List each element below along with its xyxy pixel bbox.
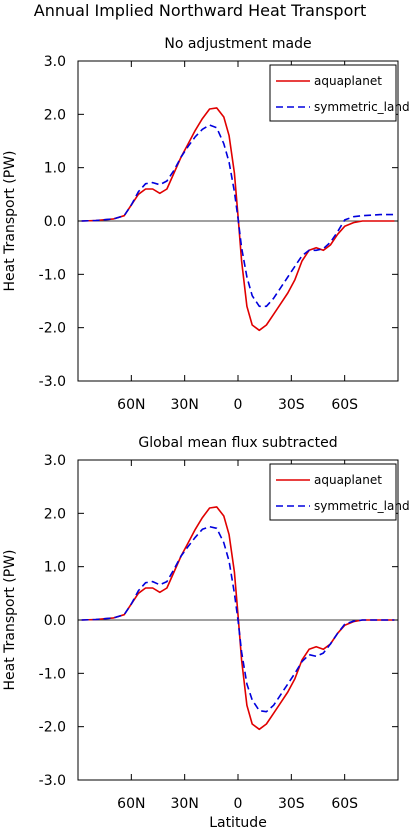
legend-box [269,64,397,122]
x-tick-label: 30S [278,796,305,812]
y-tick-label: -2.0 [39,720,66,736]
y-tick-label: -1.0 [39,666,66,682]
legend-label: aquaplanet [314,473,382,487]
figure-title: Annual Implied Northward Heat Transport [34,1,366,20]
chart-panel-2: Global mean flux subtracted 3.0 2.0 1.0 0.0 -… [2,435,410,830]
x-tick-label: 0 [234,796,243,812]
x-tick-label: 30S [278,397,305,413]
x-axis-label: Latitude [209,815,267,830]
y-tick-label: -1.0 [39,267,66,283]
legend: aquaplanet symmetric_land [269,64,410,122]
legend-label: aquaplanet [314,74,382,88]
series-line-symmetric-land [81,124,395,308]
x-tick-label: 60N [117,796,145,812]
panel-title: Global mean flux subtracted [138,435,337,451]
y-tick-label: -3.0 [39,773,66,789]
series-line-aquaplanet [81,506,395,731]
y-tick-label: 0.0 [44,613,66,629]
legend: aquaplanet symmetric_land [269,463,410,521]
series-line-symmetric-land [81,525,395,713]
legend-label: symmetric_land [314,499,410,513]
x-tick-label: 30N [171,397,199,413]
legend-box [269,463,397,521]
panel-title: No adjustment made [164,36,311,52]
y-tick-label: 0.0 [44,214,66,230]
y-tick-label: -3.0 [39,374,66,390]
y-tick-label: 2.0 [44,107,66,123]
y-tick-label: 3.0 [44,54,66,70]
x-tick-label: 60S [331,796,358,812]
x-tick-label: 60S [331,397,358,413]
y-tick-label: 1.0 [44,161,66,177]
x-tick-label: 60N [117,397,145,413]
x-tick-label: 30N [171,796,199,812]
chart-panel-1: No adjustment made 3.0 2.0 1.0 0.0 -1.0 -2.0 -3… [2,36,410,413]
y-tick-label: 1.0 [44,560,66,576]
panels: No adjustment made 3.0 2.0 1.0 0.0 -1.0 -2.0 -3… [2,36,410,830]
x-tick-label: 0 [234,397,243,413]
y-axis-label: Heat Transport (PW) [2,549,18,690]
y-tick-label: -2.0 [39,321,66,337]
y-tick-label: 2.0 [44,506,66,522]
y-axis-label: Heat Transport (PW) [2,150,18,291]
legend-label: symmetric_land [314,100,410,114]
series-line-aquaplanet [81,107,395,332]
y-tick-label: 3.0 [44,453,66,469]
